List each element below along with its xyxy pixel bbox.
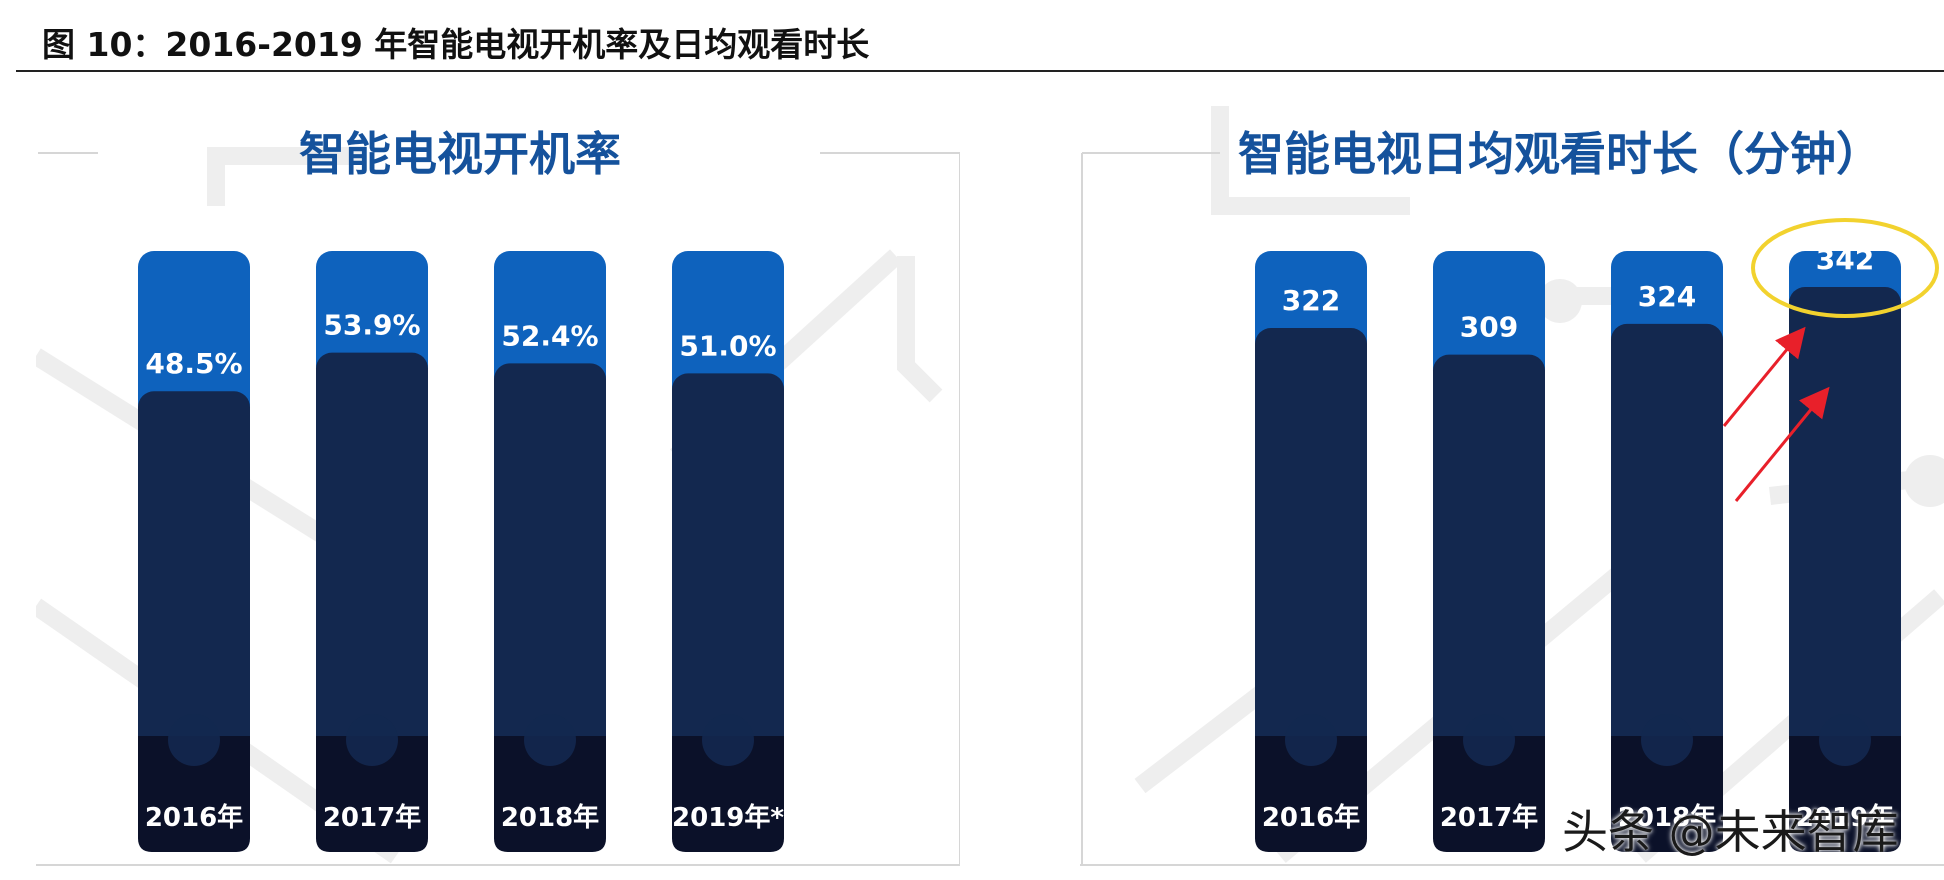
value-label: 53.9% <box>323 309 420 342</box>
bar-notch <box>1641 714 1693 766</box>
annotation-group <box>1722 218 1939 502</box>
caption-rule <box>16 70 1944 72</box>
chart-panel-daily-watch-time: 智能电视日均观看时长（分钟） 322 2016年 309 2017年 324 2018年 3… <box>1080 96 1944 866</box>
trend-arrow-1 <box>1722 326 1806 427</box>
bar-4: 342 2019年 <box>1789 243 1901 852</box>
bar-base-band <box>138 736 250 852</box>
bar-notch <box>524 714 576 766</box>
bar-base-band <box>1255 736 1367 852</box>
bar-notch <box>1463 714 1515 766</box>
figure-caption: 图 10：2016-2019 年智能电视开机率及日均观看时长 <box>42 25 870 64</box>
category-label: 2016年 <box>1262 802 1360 833</box>
bar-group: 48.5% 2016年 53.9% 2017年 52.4% 2018年 51.0% 2019年… <box>138 251 784 852</box>
bar-value <box>672 373 784 852</box>
chart-panel-power-on-rate: 智能电视开机率 48.5% 2016年 53.9% 2017年 52.4% 2018年 51… <box>36 96 960 866</box>
bar-value <box>316 352 428 852</box>
panel-frame <box>1080 152 1944 866</box>
bar-2: 53.9% 2017年 <box>316 251 428 852</box>
highlight-ellipse <box>1751 218 1939 318</box>
bar-value <box>494 363 606 852</box>
bar-value <box>1433 354 1545 852</box>
bar-notch <box>702 714 754 766</box>
watermark: 头条 @未来智库 <box>1562 805 1899 859</box>
power-on-rate-chart: 智能电视开机率 48.5% 2016年 53.9% 2017年 52.4% 2018年 51… <box>36 127 960 866</box>
bar-base-band <box>1433 736 1545 852</box>
bar-base-band <box>494 736 606 852</box>
trend-arrow-2 <box>1734 386 1830 502</box>
bar-notch <box>346 714 398 766</box>
category-label: 2019年 <box>1796 802 1894 833</box>
bar-value <box>1255 328 1367 852</box>
bar-base-band <box>672 736 784 852</box>
bar-notch <box>1819 714 1871 766</box>
bar-1: 322 2016年 <box>1255 251 1367 852</box>
category-label: 2017年 <box>323 802 421 833</box>
bar-1: 48.5% 2016年 <box>138 251 250 852</box>
chart-title: 智能电视开机率 <box>299 127 621 181</box>
bar-value <box>1611 323 1723 852</box>
daily-watch-time-chart: 智能电视日均观看时长（分钟） 3222016年3092017年3242018年3… <box>1080 106 1944 866</box>
category-label: 2018年 <box>1618 802 1716 833</box>
bar-group: 322 2016年 309 2017年 324 2018年 342 2019年 <box>1255 243 1901 852</box>
bar-notch <box>168 714 220 766</box>
category-label: 2017年 <box>1440 802 1538 833</box>
value-label: 48.5% <box>145 347 242 380</box>
category-label: 2018年 <box>501 802 599 833</box>
value-label: 52.4% <box>501 319 598 352</box>
value-label: 324 <box>1638 280 1696 313</box>
bar-2: 309 2017年 <box>1433 251 1545 852</box>
bar-base-band <box>1611 736 1723 852</box>
bar-value <box>1789 287 1901 852</box>
panel-frame <box>36 152 960 866</box>
bar-3: 52.4% 2018年 <box>494 251 606 852</box>
bar-base-band <box>1789 736 1901 852</box>
bar-notch <box>1285 714 1337 766</box>
bar-3: 324 2018年 <box>1611 251 1723 852</box>
category-label: 2019年* <box>672 802 784 833</box>
value-label: 322 <box>1282 284 1340 317</box>
bar-4: 51.0% 2019年* <box>672 251 784 852</box>
value-label: 309 <box>1460 311 1518 344</box>
chart-title: 智能电视日均观看时长（分钟） <box>1238 127 1882 181</box>
value-label: 342 <box>1816 243 1874 276</box>
value-label: 51.0% <box>679 329 776 362</box>
category-label: 2016年 <box>145 802 243 833</box>
bar-base-band <box>316 736 428 852</box>
